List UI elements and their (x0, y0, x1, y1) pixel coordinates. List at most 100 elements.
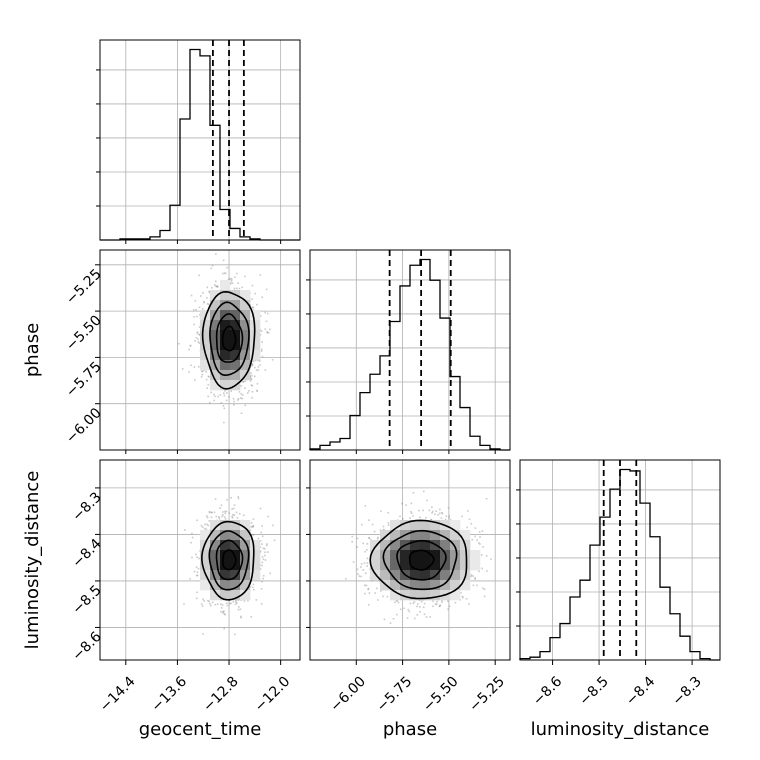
sample-point (241, 397, 243, 400)
sample-point (242, 381, 245, 383)
density-bin (410, 580, 421, 591)
sample-point (224, 390, 226, 392)
sample-point (241, 394, 244, 396)
y-tick-label: −5.25 (63, 266, 105, 308)
sample-point (460, 592, 462, 594)
sample-point (423, 602, 426, 605)
sample-point (196, 519, 198, 522)
sample-point (231, 508, 233, 510)
density-bin (210, 300, 221, 311)
sample-point (193, 570, 196, 573)
density-bin (420, 520, 431, 531)
sample-point (444, 518, 447, 521)
sample-point (265, 320, 268, 323)
sample-point (366, 557, 369, 560)
sample-point (441, 599, 443, 602)
sample-point (198, 326, 201, 328)
sample-point (382, 595, 384, 598)
sample-point (220, 504, 223, 507)
sample-point (231, 515, 233, 518)
sample-point (211, 287, 213, 289)
density-bin (220, 330, 231, 341)
density-bin (440, 570, 451, 581)
density-bin (230, 350, 241, 361)
sample-point (227, 278, 230, 281)
sample-point (423, 490, 425, 493)
sample-point (238, 606, 240, 608)
sample-point (222, 511, 224, 513)
sample-point (237, 282, 239, 284)
sample-point (387, 511, 389, 514)
sample-point (441, 511, 443, 514)
sample-point (256, 390, 258, 392)
sample-point (254, 292, 256, 295)
density-bin (220, 360, 231, 371)
sample-point (231, 516, 234, 519)
sample-point (194, 379, 196, 381)
sample-point (253, 588, 255, 591)
x-tick-label: −13.6 (149, 673, 191, 715)
sample-point (468, 518, 471, 521)
histogram-panel-phase (306, 249, 511, 451)
sample-point (380, 510, 382, 512)
sample-point (259, 507, 262, 510)
sample-point (200, 603, 203, 605)
sample-point (189, 344, 192, 347)
sample-point (259, 315, 262, 317)
joint-panel-phase-luminosity_distance (309, 459, 511, 661)
panel-frame (99, 459, 301, 661)
density-bin (210, 520, 221, 531)
density-bin (410, 550, 421, 561)
density-bin (440, 560, 451, 571)
joint-panel-geocent_time-luminosity_distance (99, 459, 301, 661)
sample-point (387, 522, 390, 524)
density-bin (230, 370, 241, 381)
sample-point (202, 633, 204, 635)
sample-point (472, 575, 474, 577)
sample-point (214, 603, 217, 606)
x-tick-label: −8.6 (530, 673, 565, 708)
sample-point (250, 378, 252, 380)
sample-point (223, 394, 226, 397)
sample-point (397, 601, 400, 604)
sample-point (204, 523, 206, 526)
density-bin (200, 550, 211, 561)
sample-point (402, 518, 404, 520)
sample-point (216, 286, 219, 288)
density-bin (250, 540, 261, 551)
sample-point (181, 368, 184, 370)
density-bin (420, 560, 431, 571)
sample-point (387, 524, 390, 526)
contour-line (215, 313, 244, 363)
sample-point (380, 590, 382, 592)
contour-line (201, 290, 256, 390)
sample-point (203, 527, 206, 530)
sample-point (429, 616, 431, 618)
density-bin (210, 380, 221, 391)
y-tick-label: −8.6 (69, 629, 104, 664)
sample-point (196, 571, 199, 573)
sample-point (382, 525, 385, 528)
density-bin (210, 370, 221, 381)
sample-point (394, 601, 396, 604)
sample-point (234, 603, 237, 605)
sample-point (215, 285, 217, 288)
sample-point (249, 380, 252, 382)
sample-point (470, 523, 473, 525)
sample-point (412, 515, 414, 517)
density-bin (220, 320, 231, 331)
sample-point (351, 541, 353, 543)
sample-point (251, 396, 253, 399)
sample-point (483, 588, 486, 591)
density-bin (400, 590, 411, 601)
density-bin (240, 520, 251, 531)
sample-point (250, 384, 253, 386)
density-bin (400, 560, 411, 571)
sample-point (220, 610, 222, 613)
x-axis-label-geocent_time: geocent_time (139, 719, 262, 740)
sample-point (233, 507, 235, 510)
sample-point (213, 393, 215, 396)
sample-point (200, 295, 202, 297)
sample-point (208, 290, 210, 293)
sample-point (244, 387, 246, 389)
